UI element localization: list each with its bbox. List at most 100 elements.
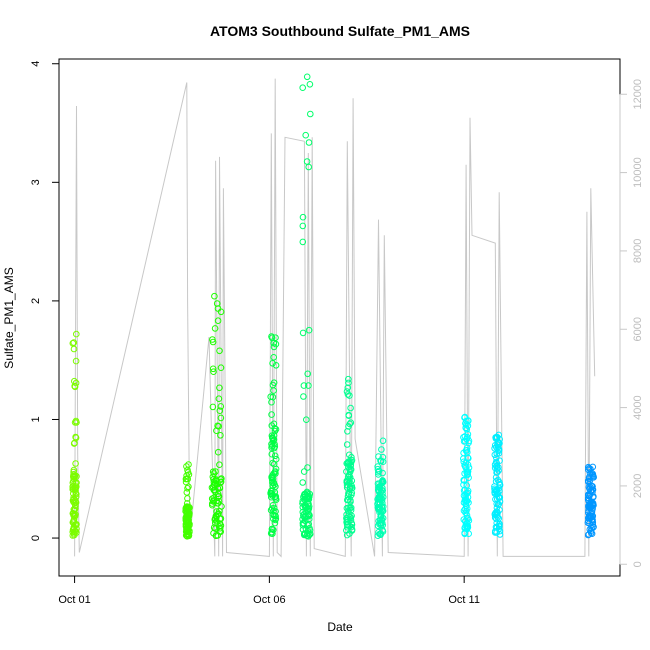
data-point [346,392,353,399]
data-point [217,522,225,529]
data-point [379,437,387,445]
data-point [464,434,471,441]
point-cluster [584,463,598,539]
point-cluster [491,431,504,538]
data-point [496,506,503,514]
data-point [272,426,280,433]
data-point [213,300,221,307]
x-axis-label: Date [327,620,353,634]
data-point [347,466,355,473]
data-point [71,383,79,391]
data-point [493,495,501,503]
data-point [495,467,502,474]
data-point [464,524,471,532]
data-point [216,384,223,392]
data-point [72,357,80,365]
data-point [492,527,499,535]
data-point [589,486,596,494]
x-tick-label: Oct 01 [58,594,90,606]
y-tick-label: 0 [30,535,42,541]
y2-tick-label: 6000 [632,317,644,341]
data-point [307,110,314,118]
data-point [208,484,216,491]
data-point [493,500,501,508]
x-axis: Oct 01 Oct 06 Oct 11 [58,575,480,606]
point-cluster [299,73,314,540]
data-point [185,510,193,517]
y-axis-label: Sulfate_PM1_AMS [2,267,16,368]
data-point [376,483,383,491]
data-point [270,387,277,394]
data-point [376,519,384,527]
data-point [270,420,278,428]
point-cluster [69,330,80,539]
data-point [217,432,224,439]
data-point [493,515,500,523]
data-point [463,446,471,454]
data-point [214,317,222,325]
data-point [303,416,310,424]
data-point [304,507,312,515]
data-point [69,519,77,526]
data-point [271,452,279,460]
data-point [494,443,502,451]
data-point [586,512,593,519]
data-point [343,511,350,519]
data-point [211,325,219,332]
data-point [299,84,307,91]
chart-title: ATOM3 Southbound Sulfate_PM1_AMS [210,23,470,39]
data-point [183,463,190,470]
data-point [460,499,468,506]
data-point [491,451,499,459]
data-point [461,505,469,513]
data-point [269,459,276,467]
y2-tick-label: 10000 [632,157,644,188]
data-point [302,517,309,525]
point-cluster [374,437,387,540]
altitude-series [74,78,596,558]
data-point [211,292,218,300]
data-point [300,468,308,475]
data-point [463,497,471,505]
data-point [300,491,308,499]
data-point [272,493,280,500]
data-point [377,457,384,465]
data-point [584,519,592,527]
data-point [299,329,307,337]
data-point [305,382,312,389]
data-point [272,362,280,369]
data-point [272,455,280,463]
data-point [299,222,307,230]
data-point [377,509,385,516]
y2-tick-label: 12000 [632,79,644,110]
data-point [213,427,220,435]
data-point [269,360,276,367]
data-point [216,461,223,469]
data-point [72,460,79,467]
data-point [213,517,220,525]
y-tick-label: 1 [30,416,42,422]
data-point [343,477,351,485]
data-point [588,501,596,508]
data-point [463,444,471,452]
data-point [183,489,191,496]
data-point [216,507,223,515]
data-point [214,532,221,539]
scatter-points [69,73,598,540]
data-point [306,526,314,534]
data-point [69,486,76,493]
data-point [302,490,309,498]
data-point [299,503,307,511]
y2-tick-label: 0 [632,561,644,567]
data-point [271,425,279,432]
data-point [269,482,277,490]
data-point [305,139,313,146]
data-point [270,354,278,361]
point-cluster [182,461,193,540]
y-axis-right: 0 2000 4000 6000 8000 10000 12000 [619,79,644,567]
data-point [73,330,80,338]
data-point [348,491,355,499]
data-point [268,411,275,418]
plot-area-frame [58,58,621,577]
data-point [463,417,470,425]
